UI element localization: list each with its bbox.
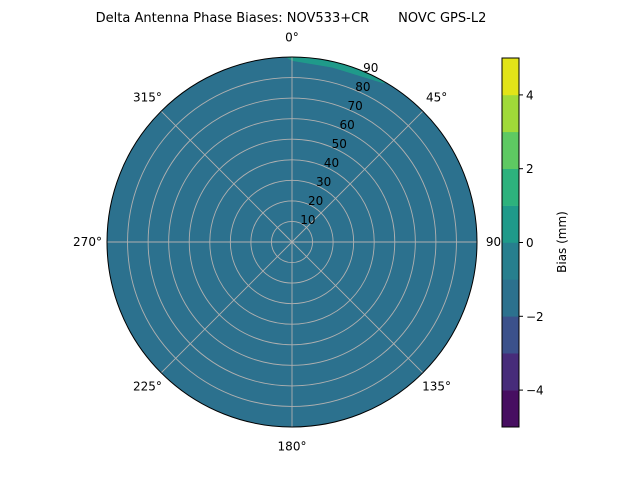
colorbar-band: [502, 279, 519, 317]
theta-tick-label: 135°: [422, 380, 451, 394]
colorbar-tick-label: −2: [526, 310, 544, 324]
theta-tick-label: 270°: [73, 235, 102, 249]
theta-tick-label: 225°: [133, 380, 162, 394]
r-tick-label: 90: [363, 61, 378, 75]
theta-tick-label: 315°: [133, 90, 162, 104]
theta-tick-label: 0°: [285, 31, 299, 45]
theta-gridline: [291, 110, 424, 243]
theta-tick-labels: 0° 45° 90° 135° 180° 225° 270° 315°: [73, 31, 507, 454]
theta-gridline: [291, 241, 424, 374]
colorbar-tick-label: 2: [526, 162, 534, 176]
colorbar: [502, 58, 519, 428]
r-tick-label: 30: [316, 175, 331, 189]
colorbar-label: Bias (mm): [555, 211, 569, 273]
colorbar-band: [502, 168, 519, 206]
r-tick-label: 40: [324, 156, 339, 170]
r-tick-labels: 10 20 30 40 50 60 70 80 90: [300, 61, 378, 227]
polar-grid: [107, 57, 477, 427]
colorbar-band: [502, 205, 519, 243]
colorbar-band: [502, 94, 519, 133]
r-tick-label: 60: [340, 118, 355, 132]
chart-title: Delta Antenna Phase Biases: NOV533+CR NO…: [96, 11, 487, 26]
colorbar-tick-label: 0: [526, 236, 534, 250]
theta-tick-label: 45°: [426, 90, 447, 104]
r-tick-label: 70: [347, 99, 362, 113]
polar-frame: [106, 56, 478, 428]
colorbar-band: [502, 131, 519, 169]
r-tick-label: 20: [308, 194, 323, 208]
colorbar-band: [502, 390, 519, 428]
colorbar-band: [502, 58, 519, 96]
theta-gridline: [160, 241, 293, 374]
colorbar-tick-label: 4: [526, 88, 534, 102]
theta-gridline: [160, 110, 293, 243]
theta-tick-label: 180°: [278, 440, 307, 454]
r-tick-label: 50: [332, 137, 347, 151]
r-tick-label: 10: [300, 213, 315, 227]
colorbar-tick-label: −4: [526, 384, 544, 398]
r-tick-label: 80: [355, 80, 370, 94]
colorbar-band: [502, 353, 519, 391]
colorbar-band: [502, 242, 519, 280]
colorbar-ticks: −4 −2 0 2 4: [519, 88, 544, 398]
colorbar-band: [502, 316, 519, 354]
